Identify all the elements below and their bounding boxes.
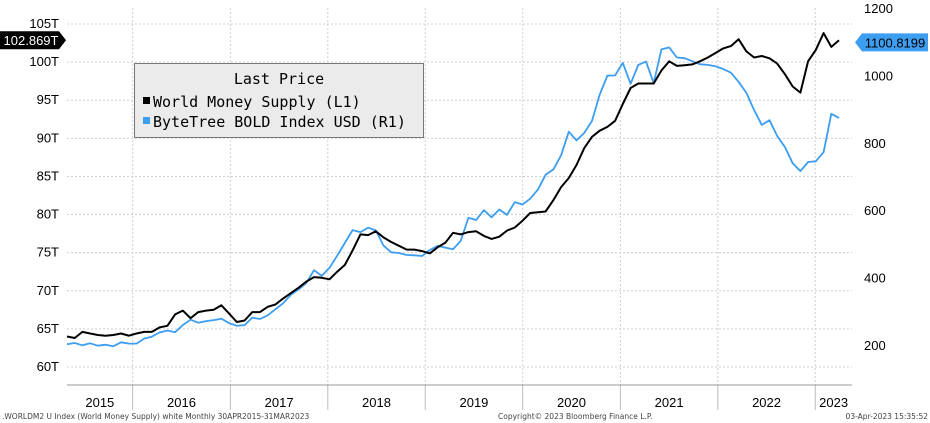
right-tick-label: 800 <box>864 136 886 151</box>
left-tick-label: 80T <box>37 207 59 222</box>
right-tick-label: 600 <box>864 203 886 218</box>
right-tick-label: 1000 <box>864 68 893 83</box>
year-label: 2022 <box>752 395 781 410</box>
legend-entry-world-money-supply: World Money Supply (L1) <box>143 93 361 111</box>
right-tick-label: 400 <box>864 271 886 286</box>
legend-title: Last Price <box>233 70 325 88</box>
right-tick-label: 200 <box>864 338 886 353</box>
left-tick-label: 85T <box>37 168 59 183</box>
legend: Last Price World Money Supply (L1) ByteT… <box>134 63 424 138</box>
right-last-value-badge <box>855 33 928 52</box>
legend-label: World Money Supply (L1) <box>153 93 361 111</box>
legend-swatch <box>143 117 150 124</box>
left-axis-ticks: 105T 100T 95T 90T 85T 80T 75T 70T 65T 60T <box>29 16 59 374</box>
left-tick-label: 70T <box>37 283 59 298</box>
footer-center: Copyright© 2023 Bloomberg Finance L.P. <box>498 412 653 421</box>
left-tick-label: 75T <box>37 245 59 260</box>
right-tick-label: 1200 <box>864 1 893 16</box>
right-last-value: 1100.8199 <box>865 35 926 50</box>
footer-right: 03-Apr-2023 15:35:52 <box>846 412 929 421</box>
footer-left: .WORLDM2 U Index (World Money Supply) wh… <box>2 412 310 421</box>
left-tick-label: 105T <box>29 16 59 31</box>
left-tick-label: 60T <box>37 359 59 374</box>
left-tick-label: 65T <box>37 321 59 336</box>
right-axis-ticks: 1200 1000 800 600 400 200 <box>864 1 893 353</box>
last-value-badges: 102.869T 1100.8199 <box>0 31 928 52</box>
year-label: 2017 <box>265 395 294 410</box>
gridlines <box>67 8 852 385</box>
series-line-world-money-supply <box>66 32 840 339</box>
legend-entry-bold-index: ByteTree BOLD Index USD (R1) <box>143 113 406 131</box>
legend-swatch <box>143 97 150 104</box>
series-lines <box>66 32 840 348</box>
year-label: 2023 <box>819 395 848 410</box>
series-line-bold-index <box>66 46 840 348</box>
left-tick-label: 100T <box>29 54 59 69</box>
x-axis: 2015 2016 2017 2018 2019 2020 2021 2022 2023 <box>67 384 852 410</box>
year-label: 2018 <box>362 395 391 410</box>
legend-label: ByteTree BOLD Index USD (R1) <box>153 113 406 131</box>
left-tick-label: 95T <box>37 92 59 107</box>
left-last-value: 102.869T <box>4 33 59 48</box>
year-label: 2015 <box>85 395 114 410</box>
year-label: 2016 <box>167 395 196 410</box>
year-label: 2021 <box>655 395 684 410</box>
year-label: 2020 <box>557 395 586 410</box>
year-label: 2019 <box>459 395 488 410</box>
left-tick-label: 90T <box>37 130 59 145</box>
left-last-value-badge <box>0 31 66 50</box>
